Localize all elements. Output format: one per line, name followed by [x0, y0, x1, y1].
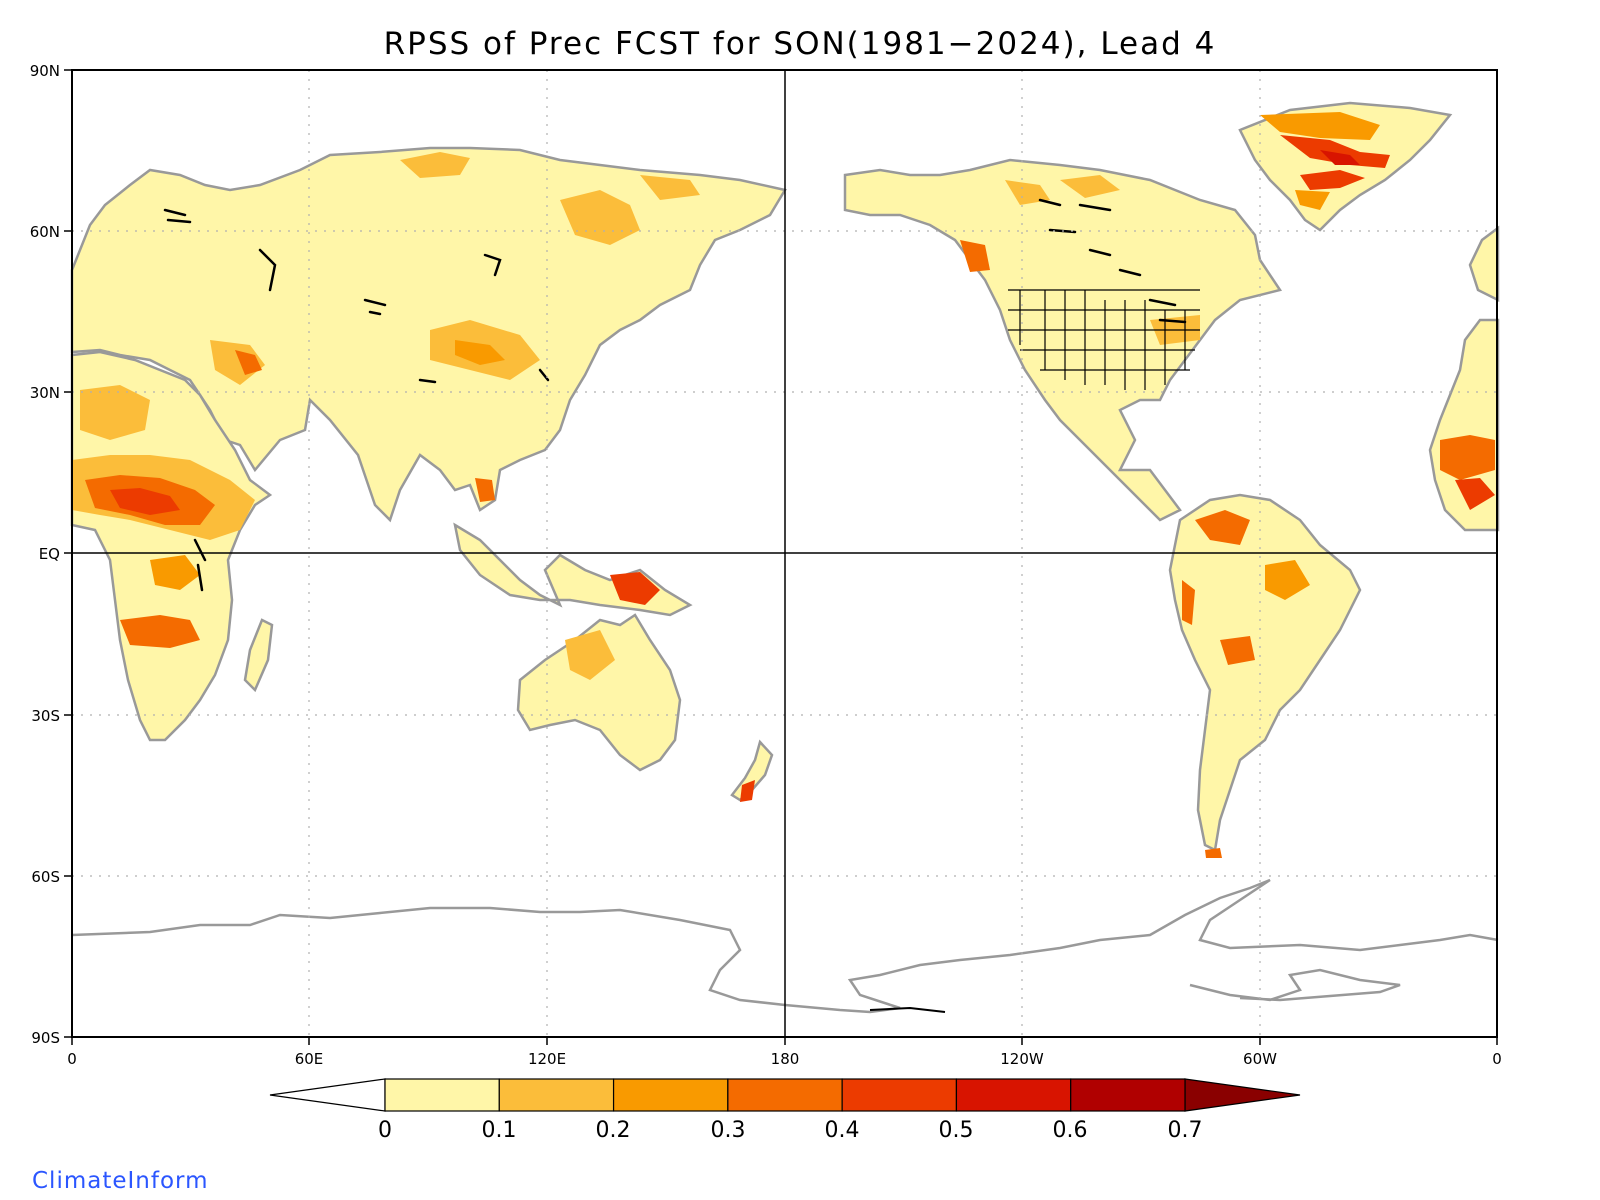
landmass-maritime-continent: [453, 522, 693, 617]
colorbar-segments: [384, 1078, 1186, 1112]
rpss-patch-02: [560, 190, 640, 245]
rpss-patch-22: [1280, 135, 1390, 168]
map-title: RPSS of Prec FCST for SON(1981−2024), Le…: [383, 26, 1217, 62]
rpss-patch-33: [1205, 848, 1222, 858]
lake-10: [538, 368, 550, 382]
rpss-patch-05: [455, 340, 505, 365]
rpss-patch-06: [210, 340, 265, 385]
lat-tick-label: 30N: [30, 384, 60, 402]
lake-07: [1148, 298, 1187, 324]
rpss-patch-24: [1300, 170, 1365, 190]
colorbar-segment: [1070, 1078, 1186, 1112]
rpss-patch-32: [80, 385, 150, 440]
lake-02: [258, 248, 277, 292]
rpss-patch-16: [740, 780, 755, 802]
lon-tick-label: 0: [67, 1050, 77, 1068]
rpss-patch-17: [1005, 180, 1050, 205]
colorbar-below-triangle: [269, 1078, 386, 1112]
coastline-antarctica-peninsula: [1189, 968, 1401, 1002]
ice-shelf-ross: [869, 1006, 946, 1013]
colorbar-segment: [612, 1078, 729, 1112]
lat-tick-label: 90S: [31, 1029, 60, 1047]
brand-label: ClimateInform: [32, 1168, 209, 1194]
landmass-west-africa-east-edge: [1428, 318, 1500, 532]
colorbar-label: 0.7: [1168, 1118, 1203, 1143]
lon-tick-label: 0: [1492, 1050, 1502, 1068]
lat-tick-label: 60N: [30, 223, 60, 241]
colorbar-segment: [955, 1078, 1072, 1112]
rpss-patch-28: [1220, 636, 1255, 665]
lon-tick-label: 180: [771, 1050, 800, 1068]
landmass-africa: [70, 350, 273, 742]
rpss-patch-03: [640, 175, 700, 200]
rpss-patch-12: [150, 555, 200, 590]
rpss-patch-18: [1060, 175, 1120, 198]
rpss-patch-11: [120, 615, 200, 648]
rpss-patch-15: [565, 630, 615, 680]
lon-tick-label: 60W: [1243, 1050, 1277, 1068]
rpss-patch-07: [235, 350, 262, 375]
rpss-patch-23: [1320, 150, 1360, 165]
landmass-australia: [516, 613, 682, 772]
lat-tick-label: 60S: [31, 868, 60, 886]
rpss-patch-21: [1260, 112, 1380, 140]
lake-04: [483, 253, 502, 277]
colorbar-label: 0: [378, 1118, 392, 1143]
lat-tick-label: 30S: [31, 707, 60, 725]
colorbar: 0 0.1 0.2 0.3 0.4 0.5 0.6 0.7: [269, 1078, 1301, 1143]
lake-06: [1088, 248, 1142, 277]
us-state-line-01: [1008, 289, 1200, 371]
rpss-patch-01: [400, 152, 470, 178]
lon-axis: 0 60E 120E 180 120W 60W 0: [67, 1037, 1502, 1068]
colorbar-label: 0.3: [711, 1118, 746, 1143]
colorbar-label: 0.4: [825, 1118, 860, 1143]
landmass-north-america: [843, 158, 1283, 522]
lake-03: [363, 298, 387, 316]
lake-08: [193, 538, 207, 592]
rpss-patch-31: [1455, 478, 1495, 510]
colorbar-segment: [841, 1078, 958, 1112]
lon-tick-label: 120W: [1000, 1050, 1044, 1068]
us-state-line-02: [1019, 290, 1186, 390]
lake-01: [163, 208, 192, 224]
rpss-patch-27: [1265, 560, 1310, 600]
colorbar-labels: 0 0.1 0.2 0.3 0.4 0.5 0.6 0.7: [378, 1118, 1203, 1143]
colorbar-segment: [727, 1078, 843, 1112]
us-state-borders: [1008, 289, 1200, 390]
lon-tick-label: 60E: [295, 1050, 324, 1068]
colorbar-segment: [498, 1078, 615, 1112]
colorbar-segment: [384, 1078, 500, 1112]
lon-tick-label: 120E: [528, 1050, 566, 1068]
rpss-patch-30: [1440, 435, 1495, 480]
rpss-patch-10: [110, 488, 180, 515]
rpss-patch-29: [1182, 580, 1195, 625]
lat-axis: 90N 60N 30N EQ 30S 60S 90S: [30, 62, 72, 1047]
rpss-patch-13: [475, 478, 495, 502]
rpss-patch-26: [1195, 510, 1250, 545]
colorbar-label: 0.2: [596, 1118, 631, 1143]
landmass-south-america: [1168, 493, 1362, 852]
lake-09: [418, 378, 437, 384]
rpss-patch-14: [610, 572, 660, 605]
colorbar-label: 0.6: [1053, 1118, 1088, 1143]
landmass-madagascar: [243, 618, 274, 693]
landmass-greenland: [1238, 101, 1453, 232]
rpss-patch-25: [1295, 190, 1330, 210]
lat-tick-label: 90N: [30, 62, 60, 80]
lat-tick-label: EQ: [39, 545, 60, 563]
landmass-iberia-east-edge: [1468, 225, 1500, 303]
colorbar-above-triangle: [1184, 1078, 1301, 1112]
rpss-patches: [72, 112, 1495, 858]
coastline-antarctica-west: [784, 878, 1499, 1014]
coastline-antarctica-east: [71, 906, 786, 1007]
rpss-patch-19: [960, 240, 990, 272]
colorbar-label: 0.5: [939, 1118, 974, 1143]
colorbar-label: 0.1: [482, 1118, 517, 1143]
